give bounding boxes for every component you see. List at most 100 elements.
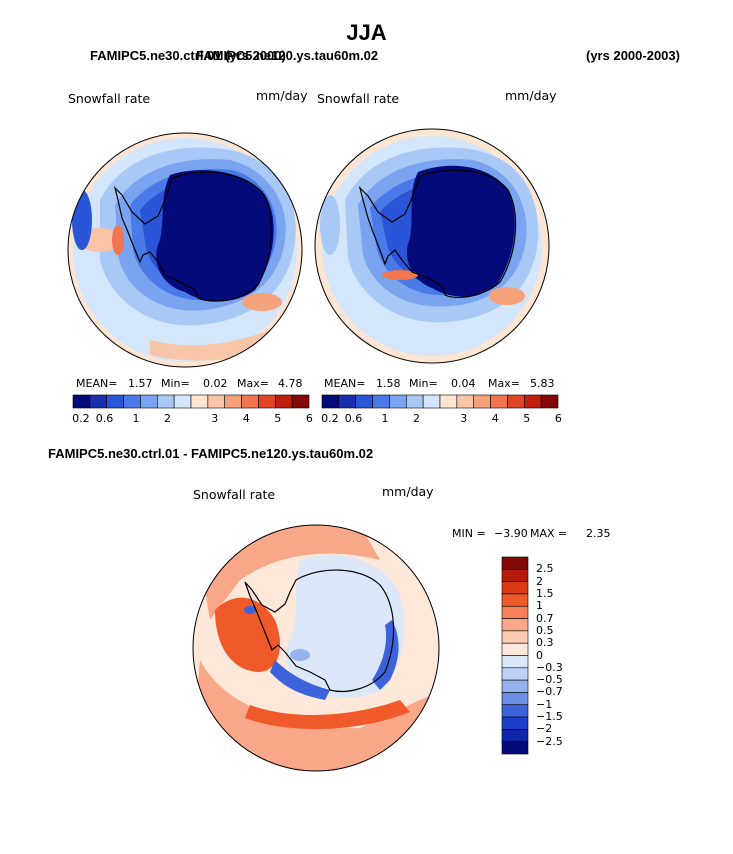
colorbar-ne120 — [321, 394, 559, 409]
colorbar-swatch — [473, 394, 491, 409]
panel2-max-label: Max= — [488, 377, 520, 390]
colorbar-swatch — [490, 394, 508, 409]
colorbar-tick-label: 0 — [536, 648, 543, 662]
colorbar-swatch — [501, 704, 529, 718]
colorbar-tick-label: 1 — [381, 412, 389, 425]
colorbar-tick-label: 2 — [536, 574, 543, 588]
case-title-right-overlap: FAMIPC5.ne120.ys.tau60m.02 — [196, 48, 379, 63]
difference-max-label: MAX = — [530, 527, 568, 540]
panel2-units: mm/day — [505, 88, 557, 103]
years-label: (yrs 2000-2003) — [586, 48, 680, 63]
panel2-mean-value: 1.58 — [376, 377, 401, 390]
case-title-left: FAMIPC5.ne30.ctrl.01 (yrs 2000) — [90, 48, 286, 63]
colorbar-ne30 — [72, 394, 310, 409]
colorbar-tick-label: −2 — [536, 722, 553, 736]
panel1-min-label: Min= — [161, 377, 190, 390]
panel1-max-value: 4.78 — [278, 377, 303, 390]
colorbar-tick-label: −1 — [536, 697, 553, 711]
colorbar-swatch — [501, 642, 529, 656]
colorbar-tick-label: 0.7 — [536, 611, 554, 625]
colorbar-tick-label: 5 — [274, 412, 282, 425]
colorbar-tick-label: 5 — [523, 412, 531, 425]
panel1-variable: Snowfall rate — [68, 91, 151, 106]
colorbar-swatch — [405, 394, 424, 409]
colorbar-swatch — [190, 394, 209, 409]
colorbar-swatch — [501, 655, 529, 669]
colorbar-swatch — [501, 593, 529, 607]
panel2-variable: Snowfall rate — [317, 91, 400, 106]
colorbar-tick-label: −0.7 — [536, 685, 563, 699]
map-ne120-snowfall — [315, 129, 549, 363]
colorbar-tick-label: 3 — [460, 412, 468, 425]
difference-min-value: −3.90 — [494, 527, 528, 540]
map-ne30-snowfall — [68, 133, 302, 367]
colorbar-swatch — [501, 556, 529, 570]
difference-units: mm/day — [382, 484, 434, 499]
colorbar-swatch — [507, 394, 525, 409]
panel1-mean-value: 1.57 — [128, 377, 153, 390]
colorbar-swatch — [156, 394, 175, 409]
colorbar-swatch — [540, 394, 559, 409]
colorbar-swatch — [241, 394, 259, 409]
colorbar-tick-label: 2 — [413, 412, 421, 425]
colorbar-swatch — [439, 394, 458, 409]
colorbar-tick-label: 0.6 — [95, 412, 114, 425]
colorbar-swatch — [501, 692, 529, 706]
colorbar-swatch — [456, 394, 475, 409]
colorbar-difference — [501, 556, 529, 755]
colorbar-swatch — [258, 394, 276, 409]
colorbar-tick-label: 1 — [536, 599, 543, 613]
panel2-min-value: 0.04 — [451, 377, 476, 390]
colorbar-swatch — [321, 394, 340, 409]
colorbar-swatch — [372, 394, 390, 409]
map-difference-snowfall — [193, 525, 439, 771]
colorbar-swatch — [501, 667, 529, 681]
colorbar-swatch — [501, 569, 529, 582]
colorbar-tick-label: 6 — [554, 412, 562, 425]
colorbar-tick-label: 6 — [305, 412, 313, 425]
colorbar-swatch — [140, 394, 158, 409]
colorbar-swatch — [523, 394, 542, 409]
colorbar-swatch — [355, 394, 373, 409]
panel1-mean-label: MEAN= — [76, 377, 118, 390]
colorbar-swatch — [274, 394, 293, 409]
colorbar-tick-label: 0.5 — [536, 623, 554, 637]
colorbar-tick-label: 1 — [132, 412, 140, 425]
colorbar-tick-label: 0.2 — [72, 412, 90, 425]
colorbar-swatch — [291, 394, 310, 409]
colorbar-tick-label: 4 — [242, 412, 250, 425]
colorbar-tick-label: −0.5 — [536, 673, 563, 687]
colorbar-swatch — [501, 729, 529, 742]
colorbar-tick-label: −1.5 — [536, 710, 563, 724]
panel1-max-label: Max= — [237, 377, 269, 390]
colorbar-tick-label: 0.6 — [344, 412, 363, 425]
colorbar-swatch — [123, 394, 141, 409]
colorbar-tick-label: −2.5 — [536, 734, 563, 748]
colorbar-swatch — [173, 394, 192, 409]
difference-max-value: 2.35 — [586, 527, 611, 540]
colorbar-tick-label: 1.5 — [536, 586, 554, 600]
season-title: JJA — [346, 20, 387, 45]
colorbar-swatch — [501, 618, 529, 632]
colorbar-swatch — [89, 394, 108, 409]
colorbar-swatch — [422, 394, 441, 409]
colorbar-swatch — [389, 394, 407, 409]
colorbar-tick-label: 4 — [491, 412, 499, 425]
difference-title: FAMIPC5.ne30.ctrl.01 - FAMIPC5.ne120.ys.… — [48, 446, 374, 461]
colorbar-swatch — [501, 716, 529, 730]
colorbar-swatch — [106, 394, 124, 409]
colorbar-swatch — [338, 394, 357, 409]
colorbar-swatch — [501, 605, 529, 619]
colorbar-swatch — [501, 679, 529, 693]
colorbar-swatch — [501, 581, 529, 595]
colorbar-swatch — [501, 741, 529, 755]
panel2-max-value: 5.83 — [530, 377, 555, 390]
colorbar-tick-label: 0.3 — [536, 636, 554, 650]
difference-variable: Snowfall rate — [193, 487, 276, 502]
colorbar-swatch — [72, 394, 91, 409]
panel1-min-value: 0.02 — [203, 377, 228, 390]
colorbar-tick-label: 0.2 — [321, 412, 339, 425]
panel2-min-label: Min= — [409, 377, 438, 390]
colorbar-tick-label: 2 — [164, 412, 172, 425]
